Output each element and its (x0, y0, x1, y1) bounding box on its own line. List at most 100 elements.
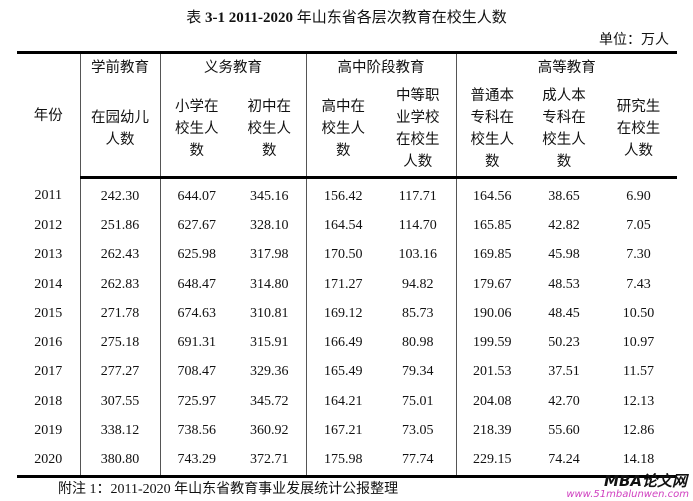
year-cell: 2015 (17, 299, 81, 329)
value-cell: 179.67 (473, 276, 512, 292)
value-cell: 169.85 (473, 247, 512, 263)
column-header: 普通本 专科在 校生人 数 (456, 81, 528, 179)
value-cell: 80.98 (380, 328, 457, 358)
value-cell: 218.39 (473, 423, 512, 439)
value-cell: 648.47 (177, 276, 217, 292)
value-cell: 94.82 (380, 269, 457, 300)
table-row: 2015 271.78 674.63 310.81 169.12 85.73 190.06 4… (17, 299, 677, 329)
value-cell: 45.98 (548, 247, 580, 263)
caption-text: 年山东省各层次教育在校生人数 (292, 10, 507, 26)
value-cell: 171.27 (324, 276, 363, 292)
value-cell: 165.49 (324, 364, 363, 380)
value-cell: 314.80 (233, 269, 307, 300)
value-cell: 10.97 (622, 335, 655, 351)
table-caption: 表 3-1 2011-2020 年山东省各层次教育在校生人数 (0, 6, 693, 27)
header-year: 年份 (17, 52, 81, 178)
value-cell: 165.85 (473, 217, 512, 233)
value-cell: 229.15 (473, 452, 512, 468)
year-cell: 2018 (17, 387, 81, 417)
table-row: 2017 277.27 708.47 329.36 165.49 79.34 201.53 3… (17, 357, 677, 388)
value-cell: 372.71 (233, 445, 307, 477)
value-cell: 38.65 (548, 188, 580, 204)
value-cell: 50.23 (548, 335, 580, 351)
value-cell: 271.78 (80, 299, 161, 329)
value-cell: 329.36 (233, 357, 307, 388)
value-cell: 317.98 (233, 240, 307, 270)
table-row: 2018 307.55 725.97 345.72 164.21 75.01 204.08 4… (17, 387, 677, 417)
column-header: 初中在 校生人 数 (233, 81, 307, 179)
value-cell: 12.13 (622, 393, 655, 409)
group-compulsory: 义务教育 (160, 52, 307, 81)
value-cell: 380.80 (80, 445, 161, 477)
value-cell: 167.21 (324, 423, 363, 439)
value-cell: 73.05 (380, 416, 457, 446)
value-cell: 12.86 (622, 423, 655, 439)
value-cell: 242.30 (80, 177, 161, 212)
caption-prefix: 表 (186, 10, 206, 26)
unit-label: 单位：万人 (599, 33, 669, 48)
value-cell: 190.06 (473, 305, 512, 321)
value-cell: 338.12 (80, 416, 161, 446)
year-cell: 2012 (17, 211, 81, 241)
value-cell: 166.49 (324, 335, 363, 351)
value-cell: 175.98 (324, 452, 363, 468)
value-cell: 251.86 (80, 211, 161, 241)
year-cell: 2017 (17, 357, 81, 388)
value-cell: 644.07 (177, 188, 217, 204)
value-cell: 48.45 (548, 305, 580, 321)
value-cell: 55.60 (548, 423, 580, 439)
column-header: 在园幼儿 人数 (80, 81, 161, 179)
value-cell: 164.21 (324, 393, 363, 409)
year-cell: 2019 (17, 416, 81, 446)
table-row: 2019 338.12 738.56 360.92 167.21 73.05 218.39 5… (17, 416, 677, 446)
value-cell: 42.82 (548, 217, 580, 233)
value-cell: 156.42 (324, 188, 363, 204)
value-cell: 48.53 (548, 276, 580, 292)
value-cell: 77.74 (380, 445, 457, 477)
year-cell: 2016 (17, 328, 81, 358)
value-cell: 627.67 (177, 217, 217, 233)
value-cell: 708.47 (177, 364, 217, 380)
value-cell: 103.16 (380, 240, 457, 270)
watermark-logo: MBA论文网 (604, 472, 687, 490)
value-cell: 42.70 (548, 393, 580, 409)
value-cell: 262.83 (80, 269, 161, 300)
value-cell: 79.34 (380, 357, 457, 388)
value-cell: 164.54 (324, 217, 363, 233)
value-cell: 11.57 (623, 364, 654, 380)
value-cell: 74.24 (548, 452, 580, 468)
value-cell: 262.43 (80, 240, 161, 270)
watermark-url: www.51mbalunwen.com (566, 489, 689, 500)
year-cell: 2014 (17, 269, 81, 300)
year-cell: 2013 (17, 240, 81, 270)
value-cell: 277.27 (80, 357, 161, 388)
value-cell: 164.56 (473, 188, 512, 204)
value-cell: 738.56 (177, 423, 217, 439)
caption-number: 3-1 2011-2020 (205, 10, 293, 26)
table-row: 2013 262.43 625.98 317.98 170.50 103.16 169.85… (17, 240, 677, 270)
value-cell: 204.08 (473, 393, 512, 409)
table-row: 2014 262.83 648.47 314.80 171.27 94.82 179.67 4… (17, 269, 677, 300)
value-cell: 315.91 (233, 328, 307, 358)
year-cell: 2020 (17, 445, 81, 477)
column-header: 高中在 校生人 数 (306, 81, 380, 179)
group-preschool: 学前教育 (80, 52, 161, 81)
table-row: 2012 251.86 627.67 328.10 164.54 114.70 165.85… (17, 211, 677, 241)
table-row: 2011 242.30 644.07 345.16 156.42 117.71 164.56… (17, 177, 677, 212)
value-cell: 743.29 (177, 452, 217, 468)
value-cell: 117.71 (380, 177, 457, 212)
value-cell: 6.90 (626, 188, 651, 204)
value-cell: 37.51 (548, 364, 580, 380)
value-cell: 75.01 (380, 387, 457, 417)
value-cell: 10.50 (622, 305, 655, 321)
value-cell: 275.18 (80, 328, 161, 358)
column-header: 研究生 在校生 人数 (600, 81, 677, 179)
value-cell: 674.63 (177, 305, 217, 321)
value-cell: 345.16 (233, 177, 307, 212)
enrollment-table: 年份 学前教育 义务教育 高中阶段教育 高等教育 在园幼儿 人数 小学在 校生人… (17, 51, 677, 478)
group-high-school: 高中阶段教育 (306, 52, 457, 81)
table-row: 2020 380.80 743.29 372.71 175.98 77.74 229.15 7… (17, 445, 677, 477)
value-cell: 7.05 (626, 217, 651, 233)
value-cell: 307.55 (80, 387, 161, 417)
value-cell: 345.72 (233, 387, 307, 417)
